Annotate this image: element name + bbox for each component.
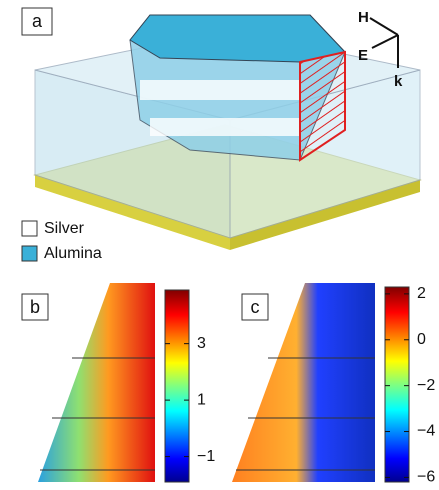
tick-label: 0 bbox=[417, 331, 426, 348]
silver-layer bbox=[150, 118, 300, 136]
tick-label: 3 bbox=[197, 335, 206, 352]
tick-label: −1 bbox=[197, 448, 215, 465]
axis-label: E bbox=[358, 47, 368, 64]
panel-a: a H E k Silver Alumina bbox=[22, 8, 420, 262]
prism-top bbox=[130, 15, 345, 62]
tick-label: 1 bbox=[197, 391, 206, 408]
panel-label: c bbox=[251, 297, 260, 317]
legend-swatch bbox=[22, 246, 37, 261]
panel-b: b bbox=[22, 283, 189, 482]
legend-swatch bbox=[22, 221, 37, 236]
axis-label: k bbox=[394, 73, 403, 90]
figure: a H E k Silver Alumina b c 3 1 −1 2 0 −2 −4 −6 bbox=[0, 0, 439, 490]
colorbar bbox=[165, 290, 189, 482]
colorbar bbox=[385, 287, 409, 482]
tick-label: 2 bbox=[417, 285, 426, 302]
legend-label: Alumina bbox=[44, 245, 102, 262]
legend-label: Silver bbox=[44, 220, 85, 237]
tick-label: −6 bbox=[417, 469, 435, 486]
field-map bbox=[38, 283, 155, 482]
panel-c: c bbox=[232, 283, 409, 482]
panel-label: b bbox=[30, 297, 40, 317]
tick-label: −4 bbox=[417, 423, 435, 440]
axis-label: H bbox=[358, 9, 369, 26]
silver-layer bbox=[140, 80, 300, 100]
panel-label: a bbox=[32, 11, 43, 31]
tick-label: −2 bbox=[417, 377, 435, 394]
